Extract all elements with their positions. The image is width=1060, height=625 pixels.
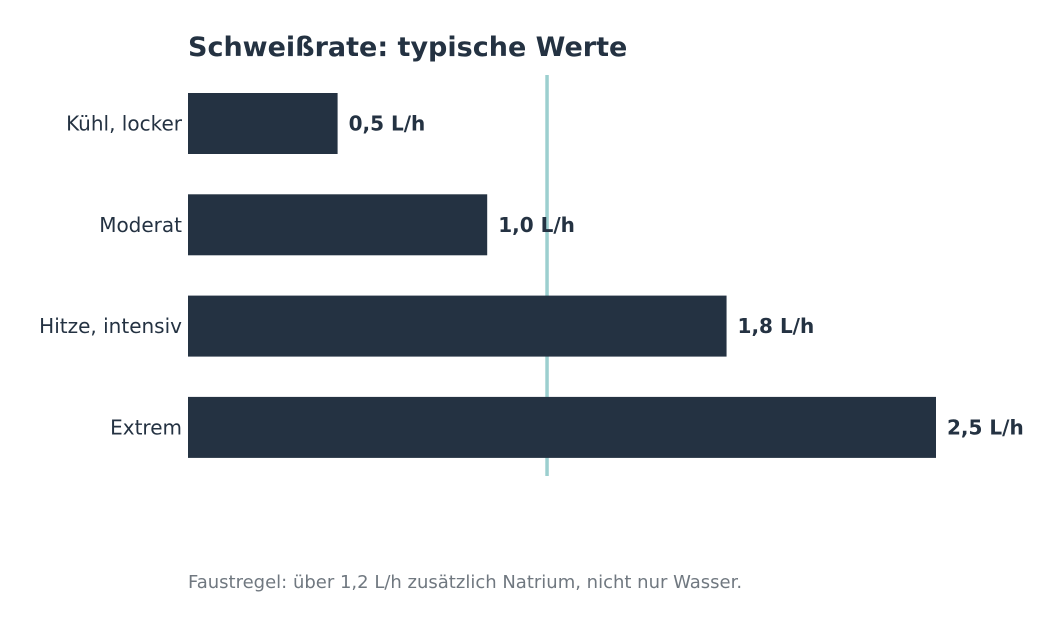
value-label: 2,5 L/h <box>947 415 1024 439</box>
bar <box>188 93 338 154</box>
chart-title: Schweißrate: typische Werte <box>188 32 627 63</box>
value-label: 1,8 L/h <box>738 314 815 338</box>
category-label: Hitze, intensiv <box>39 314 182 338</box>
bar <box>188 396 936 458</box>
value-label: 0,5 L/h <box>349 112 426 136</box>
chart-footnote: Faustregel: über 1,2 L/h zusätzlich Natr… <box>188 572 742 593</box>
category-label: Kühl, locker <box>66 112 183 136</box>
category-label: Moderat <box>99 213 182 237</box>
value-label: 1,0 L/h <box>498 213 575 237</box>
bar <box>188 295 727 357</box>
category-label: Extrem <box>110 415 182 439</box>
bar <box>188 194 488 256</box>
chart-marks: Kühl, locker 0,5 L/h Moderat 1,0 L/h Hitze, … <box>39 75 1024 476</box>
